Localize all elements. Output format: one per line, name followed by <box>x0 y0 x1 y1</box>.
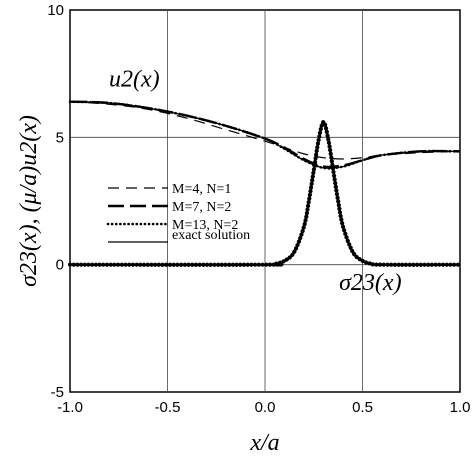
legend-label-0: M=4, N=1 <box>172 182 231 197</box>
tick-labels: -1.0 -0.5 0.0 0.5 1.0 -5 0 5 10 <box>47 2 470 416</box>
x-axis-title: x/a <box>249 430 279 456</box>
x-tick-label: 0.5 <box>352 399 373 416</box>
annotations: u2(x) σ23(x) <box>109 66 402 296</box>
y-axis-title: σ23(x), (μ/a)u2(x) <box>16 115 42 287</box>
x-tick-label: -1.0 <box>57 399 83 416</box>
curve-label-0: u2(x) <box>109 66 160 92</box>
y-tick-label: 0 <box>56 257 64 274</box>
x-tick-label: 0.0 <box>255 399 276 416</box>
y-tick-label: 5 <box>56 129 64 146</box>
x-tick-label: -0.5 <box>155 399 181 416</box>
series <box>67 100 463 267</box>
y-tick-label: -5 <box>51 384 64 401</box>
series-line-3 <box>69 101 461 169</box>
curve-label-1: σ23(x) <box>339 270 401 296</box>
x-tick-label: 1.0 <box>450 399 471 416</box>
series-line-0 <box>69 101 461 160</box>
legend-label-3: exact solution <box>172 228 250 243</box>
legend-label-2: M=13, N=2 <box>172 218 238 233</box>
series-line-5 <box>69 120 461 266</box>
legend-label-1: M=7, N=2 <box>172 200 231 215</box>
y-tick-label: 10 <box>47 2 64 19</box>
